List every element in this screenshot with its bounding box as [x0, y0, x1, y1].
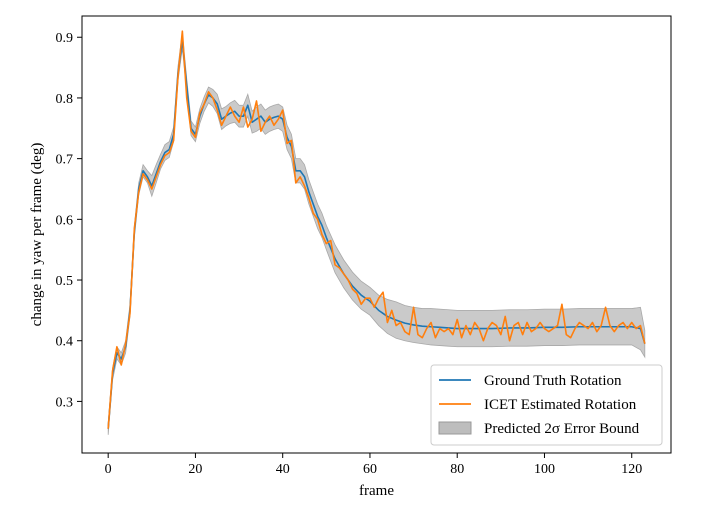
x-tick-label: 0	[105, 462, 112, 477]
y-tick-label: 0.7	[56, 153, 74, 168]
y-tick-label: 0.8	[56, 92, 74, 107]
series-line-ground-truth	[107, 39, 646, 429]
legend-label-error-bound: Predicted 2σ Error Bound	[484, 421, 640, 437]
x-tick-label: 40	[276, 462, 290, 477]
x-tick-label: 20	[188, 462, 202, 477]
y-tick-label: 0.4	[56, 335, 74, 350]
plot-frame	[81, 15, 672, 454]
y-tick-label: 0.3	[56, 395, 74, 410]
legend-label-icet-estimate: ICET Estimated Rotation	[484, 397, 637, 413]
y-axis-ticks: 0.3 0.4 0.5 0.6 0.7 0.8 0.9	[56, 31, 82, 410]
legend-swatch-error-bound	[438, 421, 472, 435]
y-tick-label: 0.9	[56, 31, 74, 46]
x-axis-label: frame	[359, 483, 394, 499]
y-tick-label: 0.6	[56, 213, 74, 228]
series-lines-layer	[107, 30, 646, 429]
x-tick-label: 60	[363, 462, 377, 477]
y-tick-label: 0.5	[56, 274, 74, 289]
series-line-icet-estimate	[107, 30, 646, 429]
legend: Ground Truth Rotation ICET Estimated Rot…	[430, 364, 663, 446]
y-axis-label: change in yaw per frame (deg)	[29, 143, 45, 327]
legend-box	[430, 364, 663, 446]
x-tick-label: 100	[534, 462, 555, 477]
legend-label-ground-truth: Ground Truth Rotation	[484, 373, 622, 389]
x-tick-label: 80	[450, 462, 464, 477]
x-axis-ticks: 0 20 40 60 80 100 120	[105, 453, 642, 477]
x-tick-label: 120	[621, 462, 642, 477]
